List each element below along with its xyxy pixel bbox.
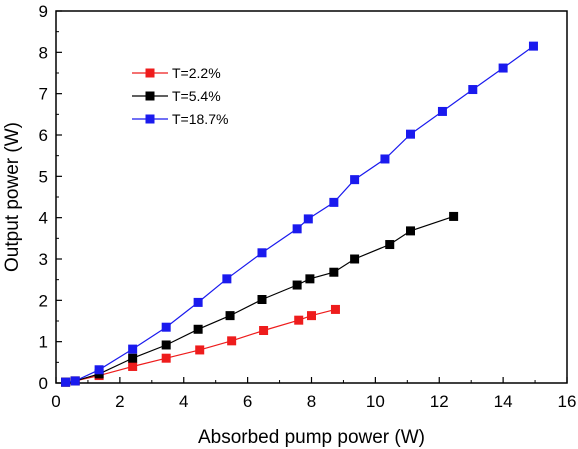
legend-marker bbox=[145, 114, 155, 124]
x-axis-title: Absorbed pump power (W) bbox=[198, 427, 425, 448]
y-tick-label: 6 bbox=[39, 126, 48, 145]
data-point bbox=[61, 377, 71, 387]
y-tick-label: 8 bbox=[39, 43, 48, 62]
data-point bbox=[193, 324, 203, 334]
series-line bbox=[65, 45, 534, 383]
data-point bbox=[303, 214, 313, 224]
data-point bbox=[161, 340, 171, 350]
y-tick-label: 4 bbox=[39, 209, 48, 228]
data-point bbox=[468, 85, 478, 95]
y-tick-label: 9 bbox=[39, 2, 48, 21]
plot-frame bbox=[55, 10, 568, 384]
data-point bbox=[222, 274, 232, 284]
y-tick-label: 0 bbox=[39, 374, 48, 393]
data-point bbox=[257, 295, 267, 305]
data-point bbox=[350, 254, 360, 264]
data-point bbox=[305, 274, 315, 284]
y-axis-title: Output power (W) bbox=[2, 122, 23, 272]
data-point bbox=[161, 322, 171, 332]
data-point bbox=[193, 297, 203, 307]
x-tick-label: 0 bbox=[51, 392, 60, 411]
x-tick-label: 8 bbox=[307, 392, 316, 411]
data-point bbox=[70, 376, 80, 386]
x-tick-label: 16 bbox=[558, 392, 577, 411]
y-tick-label: 1 bbox=[39, 333, 48, 352]
x-tick-label: 14 bbox=[494, 392, 513, 411]
x-tick-label: 12 bbox=[430, 392, 449, 411]
data-point bbox=[498, 63, 508, 73]
legend-label: T=2.2% bbox=[172, 65, 221, 81]
data-point bbox=[385, 240, 395, 250]
legend-marker bbox=[145, 68, 155, 78]
data-point bbox=[128, 361, 138, 371]
data-point bbox=[528, 41, 538, 51]
data-point bbox=[227, 336, 237, 346]
data-point bbox=[128, 344, 138, 354]
series-1 bbox=[61, 211, 459, 387]
data-point bbox=[292, 224, 302, 234]
data-point bbox=[257, 248, 267, 258]
series-2 bbox=[61, 41, 538, 387]
data-point bbox=[406, 129, 416, 139]
data-point bbox=[259, 326, 269, 336]
y-tick-label: 7 bbox=[39, 85, 48, 104]
data-point bbox=[128, 353, 138, 363]
y-tick-label: 5 bbox=[39, 167, 48, 186]
data-point bbox=[437, 106, 447, 116]
y-tick-label: 2 bbox=[39, 291, 48, 310]
x-tick-label: 4 bbox=[179, 392, 188, 411]
series-layer bbox=[61, 41, 538, 387]
data-point bbox=[449, 211, 459, 221]
x-tick-label: 10 bbox=[366, 392, 385, 411]
data-point bbox=[225, 311, 235, 321]
legend: T=2.2% T=5.4% T=18.7% bbox=[132, 65, 228, 127]
data-point bbox=[406, 226, 416, 236]
legend-label: T=5.4% bbox=[172, 88, 221, 104]
data-point bbox=[329, 267, 339, 277]
x-tick-label: 2 bbox=[115, 392, 124, 411]
data-point bbox=[350, 175, 360, 185]
data-point bbox=[380, 154, 390, 164]
legend-label: T=18.7% bbox=[172, 111, 228, 127]
data-point bbox=[94, 365, 104, 375]
data-point bbox=[329, 197, 339, 207]
data-point bbox=[195, 345, 205, 355]
x-tick-label: 6 bbox=[243, 392, 252, 411]
legend-marker bbox=[145, 91, 155, 101]
data-point bbox=[294, 315, 304, 325]
data-point bbox=[307, 311, 316, 321]
data-point bbox=[161, 353, 171, 363]
data-point bbox=[292, 280, 302, 290]
y-tick-label: 3 bbox=[39, 250, 48, 269]
data-point bbox=[330, 304, 340, 314]
